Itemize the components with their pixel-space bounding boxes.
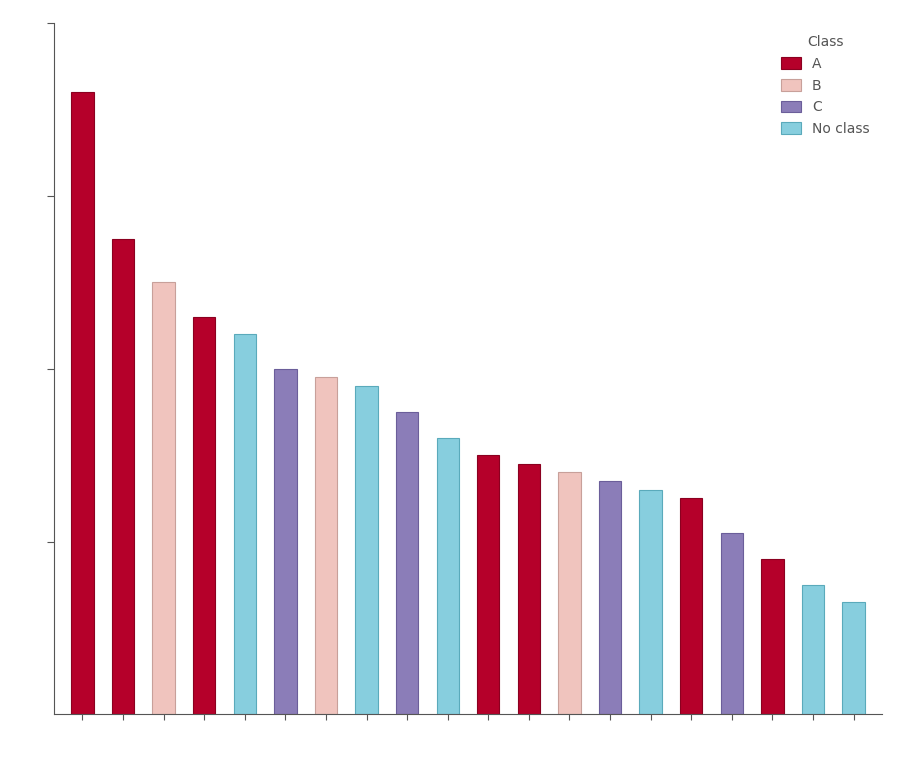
Bar: [598, 481, 621, 714]
Bar: [112, 239, 134, 714]
Bar: [558, 472, 580, 714]
Bar: [680, 499, 702, 714]
Bar: [396, 412, 418, 714]
Bar: [356, 386, 378, 714]
Bar: [518, 464, 540, 714]
Bar: [640, 489, 662, 714]
Bar: [274, 369, 296, 714]
Bar: [193, 317, 215, 714]
Bar: [152, 282, 175, 714]
Bar: [721, 533, 743, 714]
Bar: [477, 455, 500, 714]
Bar: [315, 377, 338, 714]
Bar: [436, 438, 459, 714]
Bar: [761, 559, 784, 714]
Legend: A, B, C, No class: A, B, C, No class: [776, 30, 875, 141]
Bar: [71, 92, 94, 714]
Bar: [234, 334, 256, 714]
Bar: [842, 602, 865, 714]
Bar: [802, 584, 824, 714]
